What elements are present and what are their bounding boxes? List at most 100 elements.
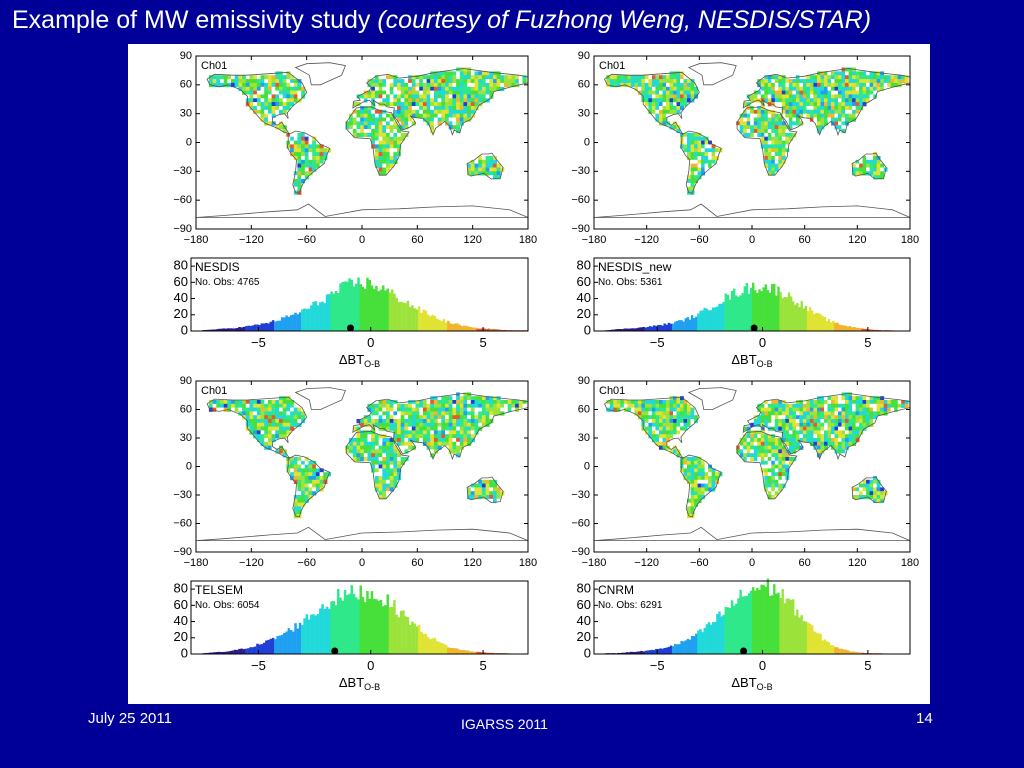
slide-title-main: Example of MW emissivity study: [12, 6, 378, 34]
map-cell: [378, 411, 383, 416]
map-cell: [378, 441, 383, 446]
map-cell: [694, 502, 698, 507]
map-cell: [356, 109, 361, 114]
map-cell: [694, 479, 698, 484]
map-cell: [459, 121, 464, 126]
histogram-dataset-label: CNRM: [598, 583, 634, 597]
map-cell: [750, 419, 755, 424]
histogram-bar: [424, 633, 428, 654]
map-cell: [785, 140, 790, 145]
map-cell: [774, 449, 779, 454]
histogram-bar: [800, 301, 803, 331]
map-cell: [838, 407, 842, 412]
histogram-bar: [487, 652, 491, 654]
map-cell: [792, 125, 797, 130]
histogram-bar: [438, 642, 441, 654]
map-cell: [515, 403, 520, 408]
histogram-bar: [231, 328, 234, 331]
map-cell: [290, 94, 295, 99]
map-cell: [869, 407, 874, 412]
map-cell: [367, 407, 372, 412]
map-cell: [437, 445, 442, 450]
map-cell: [799, 121, 804, 126]
map-cell: [301, 171, 306, 176]
histogram-bar: [458, 649, 461, 654]
map-cell: [795, 430, 800, 435]
map-cell: [616, 75, 621, 80]
map-cell: [613, 407, 618, 412]
map-cell: [817, 430, 821, 435]
map-cell: [739, 445, 744, 450]
map-cell: [764, 449, 769, 454]
map-cell: [256, 426, 261, 431]
map-cell: [275, 75, 280, 80]
map-cell: [760, 117, 765, 122]
histogram-bar: [238, 327, 241, 331]
map-cell: [319, 472, 324, 477]
map-cell: [852, 102, 856, 107]
map-cell: [824, 426, 828, 431]
map-cell: [767, 152, 772, 157]
map-cell: [489, 152, 494, 157]
map-cell: [753, 117, 758, 122]
histogram-bar: [222, 651, 225, 654]
map-cell: [253, 106, 258, 111]
map-cell: [795, 434, 800, 439]
map-cell: [855, 159, 860, 164]
map-cell: [374, 113, 379, 118]
map-cell: [411, 121, 416, 126]
histogram-bar: [399, 610, 403, 654]
map-cell: [852, 495, 856, 500]
map-cell: [845, 445, 849, 450]
map-cell: [433, 419, 438, 424]
map-cell: [374, 419, 379, 424]
map-cell: [489, 487, 494, 492]
map-cell: [781, 449, 786, 454]
figure-panel: −180 −120 −60 0 60 120 180 90 60 30 0 −30 −60 −90 Ch01…: [128, 44, 930, 704]
histogram-frame: [190, 580, 529, 655]
histogram-bar: [316, 305, 320, 331]
histogram-bar: [352, 286, 356, 331]
map-cell: [290, 419, 295, 424]
map-y-tick-label: 60: [578, 403, 590, 415]
map-cell: [393, 109, 398, 114]
map-cell: [389, 483, 394, 488]
map-cell: [753, 113, 758, 118]
map-cell: [824, 79, 828, 84]
map-cell: [301, 156, 306, 161]
map-cell: [452, 449, 457, 454]
map-cell: [227, 75, 232, 80]
map-cell: [855, 90, 860, 95]
map-cell: [697, 491, 702, 496]
coastline-eurasia: [742, 68, 911, 137]
map-y-tick-label: −90: [173, 223, 192, 235]
map-cell: [781, 94, 786, 99]
histogram-bar: [287, 628, 291, 654]
map-cell: [774, 460, 779, 465]
map-cell: [352, 132, 357, 138]
map-cell: [820, 79, 825, 84]
map-cell: [690, 510, 695, 515]
map-cell: [279, 125, 284, 130]
map-x-tick-label: 180: [519, 234, 537, 246]
map-cell: [778, 102, 783, 107]
map-cell: [806, 102, 811, 107]
map-cell: [680, 144, 684, 149]
map-cell: [799, 102, 804, 107]
map-cell: [363, 457, 368, 462]
map-cell: [408, 90, 413, 95]
map-cell: [771, 453, 776, 458]
map-cell: [795, 422, 800, 427]
map-cell: [809, 434, 814, 439]
map-cell: [669, 400, 674, 405]
map-cell: [297, 132, 302, 138]
map-cell: [866, 403, 870, 408]
histogram-bar: [366, 591, 369, 654]
map-cell: [389, 75, 394, 80]
map-cell: [760, 407, 765, 412]
map-cell: [452, 419, 457, 424]
map-cell: [400, 460, 405, 465]
histogram-bar: [218, 651, 221, 654]
map-cell: [386, 445, 391, 450]
histogram-bar: [844, 649, 848, 654]
